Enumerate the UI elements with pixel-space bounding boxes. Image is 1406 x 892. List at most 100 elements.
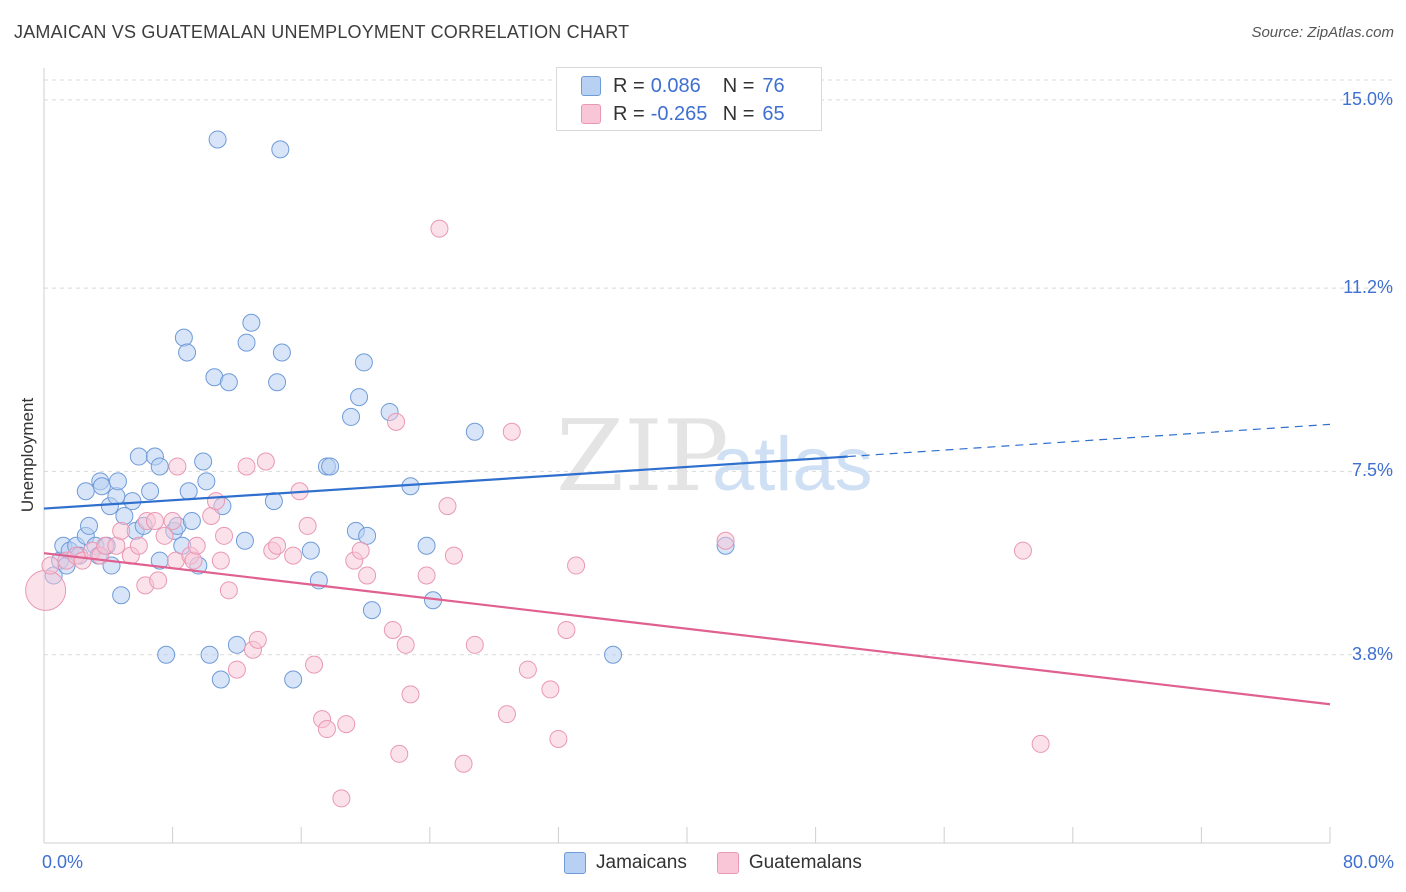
guatemalans-point <box>549 729 568 748</box>
guatemalans-swatch <box>716 852 739 874</box>
guatemalans-point <box>1013 541 1032 560</box>
jamaicans-points <box>44 130 735 689</box>
jamaicans-point <box>362 601 381 620</box>
guatemalans-point <box>390 744 409 763</box>
jamaicans-point <box>76 482 95 501</box>
legend-row-jamaicans: R = 0.086 N = 76 <box>581 72 785 100</box>
guatemalans-point <box>145 511 164 530</box>
guatemalans-point <box>465 635 484 654</box>
r-label: R = <box>613 74 645 97</box>
trend-lines <box>43 423 1331 706</box>
watermark-zip: ZIP <box>556 400 729 514</box>
guatemalans-point <box>557 620 576 639</box>
guatemalans-points <box>25 219 1050 808</box>
x-tick-label: 0.0% <box>42 852 84 872</box>
guatemalans-point <box>227 660 246 679</box>
jamaicans-point <box>150 457 169 476</box>
guatemalans-point <box>502 422 521 441</box>
guatemalans-point <box>237 457 256 476</box>
jamaicans-point <box>92 477 111 496</box>
n-value: 76 <box>762 74 785 97</box>
n-label: N = <box>722 102 755 125</box>
jamaicans-swatch <box>581 76 601 96</box>
y-tick-label: 7.5% <box>1351 460 1393 481</box>
correlation-legend: R = 0.086 N = 76 R = -0.265 N = 65 <box>556 67 822 131</box>
n-label: N = <box>722 74 755 97</box>
jamaicans-point <box>350 388 369 407</box>
jamaicans-point <box>80 516 99 535</box>
jamaicans-point <box>129 447 148 466</box>
guatemalans-point <box>211 551 230 570</box>
guatemalans-point <box>168 457 187 476</box>
legend-label-jamaicans: Jamaicans <box>596 852 687 873</box>
jamaicans-point <box>208 130 227 149</box>
guatemalans-point <box>184 551 203 570</box>
jamaicans-point <box>179 482 198 501</box>
jamaicans-point <box>268 373 287 392</box>
guatemalans-point <box>187 536 206 555</box>
guatemalans-point <box>155 526 174 545</box>
guatemalans-point <box>298 516 317 535</box>
axes <box>43 68 1331 844</box>
guatemalans-point <box>716 531 735 550</box>
legend-item-guatemalans[interactable]: Guatemalans <box>716 852 862 874</box>
jamaicans-trend-extension <box>847 423 1331 458</box>
guatemalans-point <box>518 660 537 679</box>
guatemalans-point <box>268 536 287 555</box>
guatemalans-point <box>215 526 234 545</box>
jamaicans-swatch <box>564 852 586 874</box>
y-tick-label: 3.8% <box>1351 643 1393 664</box>
guatemalans-point <box>284 546 303 565</box>
guatemalans-point <box>454 754 473 773</box>
guatemalans-trend-line <box>43 552 1331 706</box>
guatemalans-point <box>305 655 324 674</box>
guatemalans-point <box>387 412 406 431</box>
guatemalans-point <box>332 789 351 808</box>
guatemalans-point <box>1031 734 1050 753</box>
x-tick-label: 80.0% <box>1342 852 1394 872</box>
jamaicans-point <box>301 541 320 560</box>
n-value: 65 <box>762 102 785 125</box>
guatemalans-point <box>358 566 377 585</box>
jamaicans-point <box>107 487 126 506</box>
jamaicans-point <box>321 457 340 476</box>
jamaicans-point <box>354 353 373 372</box>
legend-item-jamaicans[interactable]: Jamaicans <box>564 852 687 874</box>
jamaicans-point <box>115 507 134 525</box>
jamaicans-point <box>200 645 219 664</box>
guatemalans-point <box>248 630 267 649</box>
guatemalans-point <box>317 720 336 739</box>
jamaicans-point <box>112 586 131 605</box>
guatemalans-point <box>256 452 275 471</box>
jamaicans-point <box>227 635 246 654</box>
jamaicans-point <box>237 333 256 352</box>
guatemalans-point <box>207 492 226 511</box>
jamaicans-point <box>604 645 623 664</box>
guatemalans-point <box>430 219 449 238</box>
chart-title: JAMAICAN VS GUATEMALAN UNEMPLOYMENT CORR… <box>14 22 630 42</box>
jamaicans-point <box>342 407 361 426</box>
guatemalans-point <box>541 680 560 699</box>
guatemalans-point <box>163 511 182 530</box>
guatemalans-point <box>351 541 370 560</box>
guatemalans-point <box>567 556 586 575</box>
jamaicans-point <box>182 511 201 530</box>
jamaicans-point <box>141 482 160 501</box>
jamaicans-point <box>417 536 436 555</box>
jamaicans-point <box>108 472 127 491</box>
legend-label-guatemalans: Guatemalans <box>748 852 862 873</box>
guatemalans-point <box>497 705 516 724</box>
guatemalans-point <box>112 521 131 540</box>
y-tick-label: 11.2% <box>1343 277 1393 298</box>
jamaicans-point <box>123 492 142 511</box>
jamaicans-point <box>219 373 238 392</box>
guatemalans-point <box>444 546 463 565</box>
jamaicans-point <box>194 452 213 471</box>
grid-lines <box>44 79 1392 656</box>
jamaicans-trend-line <box>43 455 848 510</box>
guatemalans-point <box>383 620 402 639</box>
y-tick-label: 15.0% <box>1341 88 1393 109</box>
watermark: ZIP atlas <box>556 400 873 514</box>
r-label: R = <box>613 102 645 125</box>
